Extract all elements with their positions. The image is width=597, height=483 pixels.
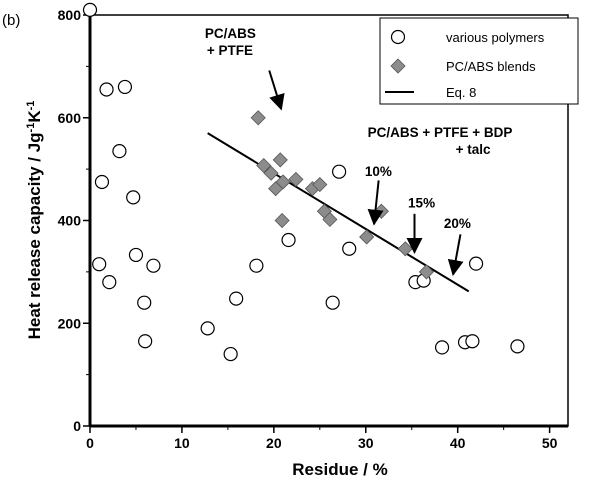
blend-point	[275, 174, 291, 190]
polymer-point	[434, 340, 450, 355]
polymer-point	[200, 321, 215, 336]
polymer-point	[510, 339, 525, 354]
y-tick-label: 800	[58, 7, 82, 23]
annotation-arrow	[367, 180, 384, 226]
blend-point	[256, 157, 272, 174]
blend-point	[312, 176, 328, 193]
legend-marker-pc-abs-blends	[390, 58, 406, 74]
x-tick-label: 30	[358, 435, 374, 451]
legend: various polymers PC/ABS blends Eq. 8	[379, 17, 579, 105]
axis-ticks	[83, 14, 551, 433]
annotation-text: + talc	[456, 142, 491, 157]
legend-label-pc-abs-blends: PC/ABS blends	[446, 59, 536, 74]
annotation-text: + PTFE	[207, 43, 253, 58]
y-tick-label: 600	[58, 110, 82, 126]
x-tick-label: 50	[542, 435, 558, 451]
polymer-point	[468, 256, 484, 271]
eq8-line	[207, 132, 470, 293]
y-axis-title-unit: K	[25, 110, 44, 123]
x-tick-label: 0	[86, 435, 94, 451]
annotations: PC/ABS + PTFE PC/ABS + PTFE + BDP + talc 10%…	[205, 26, 513, 277]
annotation-text: 15%	[408, 196, 435, 211]
y-tick-label: 0	[73, 418, 81, 434]
blend-point	[274, 212, 290, 229]
y-tick-label: 200	[58, 315, 82, 331]
x-tick-label: 10	[174, 435, 190, 451]
annotation-arrow	[447, 234, 464, 277]
polymer-point	[117, 79, 133, 95]
blend-point	[263, 165, 279, 181]
y-axis-title-sup1: -1	[25, 123, 37, 133]
polymer-point	[99, 82, 114, 97]
polymer-point	[92, 257, 107, 272]
annotation-text: 20%	[444, 216, 471, 231]
polymer-point	[94, 174, 110, 190]
legend-box	[379, 17, 579, 105]
eq8-fit-line	[207, 132, 470, 293]
polymer-point	[126, 190, 141, 205]
blend-point	[397, 241, 413, 257]
polymer-point	[465, 334, 480, 349]
polymer-point	[146, 258, 161, 273]
legend-label-eq8: Eq. 8	[446, 85, 476, 100]
polymer-point	[138, 334, 153, 349]
polymer-point	[82, 2, 98, 17]
blend-point	[288, 171, 304, 187]
polymer-point	[249, 258, 264, 273]
annotation-text: PC/ABS	[205, 26, 256, 41]
legend-label-various-polymers: various polymers	[446, 30, 545, 45]
x-tick-label: 20	[266, 435, 282, 451]
various-polymers-points	[82, 2, 525, 362]
blend-point	[272, 152, 288, 168]
polymer-point	[137, 295, 152, 310]
pc-abs-blend-points	[250, 110, 435, 280]
annotation-text: 10%	[365, 164, 392, 179]
polymer-point	[325, 295, 340, 310]
polymer-point	[102, 275, 117, 290]
polymer-point	[332, 164, 347, 179]
annotation-arrow	[268, 70, 285, 111]
annotation-text: PC/ABS + PTFE + BDP	[368, 125, 513, 140]
blend-point	[322, 211, 338, 228]
blend-point	[359, 229, 375, 245]
y-axis-title-sup2: -1	[25, 101, 37, 111]
axis-tick-labels: 0 10 20 30 40 50 0 200 400 600 800	[58, 7, 558, 451]
polymer-point	[229, 291, 244, 306]
panel-label: (b)	[2, 12, 20, 29]
x-tick-label: 40	[450, 435, 466, 451]
legend-marker-various-polymers	[390, 29, 406, 45]
polymer-point	[281, 232, 296, 248]
blend-point	[250, 110, 266, 126]
polymer-point	[128, 247, 144, 263]
y-axis-title: Heat release capacity / Jg-1K-1	[25, 101, 44, 340]
x-axis-title: Residue / %	[292, 460, 387, 479]
polymer-point	[342, 241, 357, 256]
y-tick-label: 400	[58, 213, 82, 229]
polymer-point	[112, 144, 127, 159]
blend-point	[418, 264, 435, 280]
polymer-point	[223, 346, 238, 362]
y-axis-title-main: Heat release capacity / Jg	[25, 132, 44, 339]
